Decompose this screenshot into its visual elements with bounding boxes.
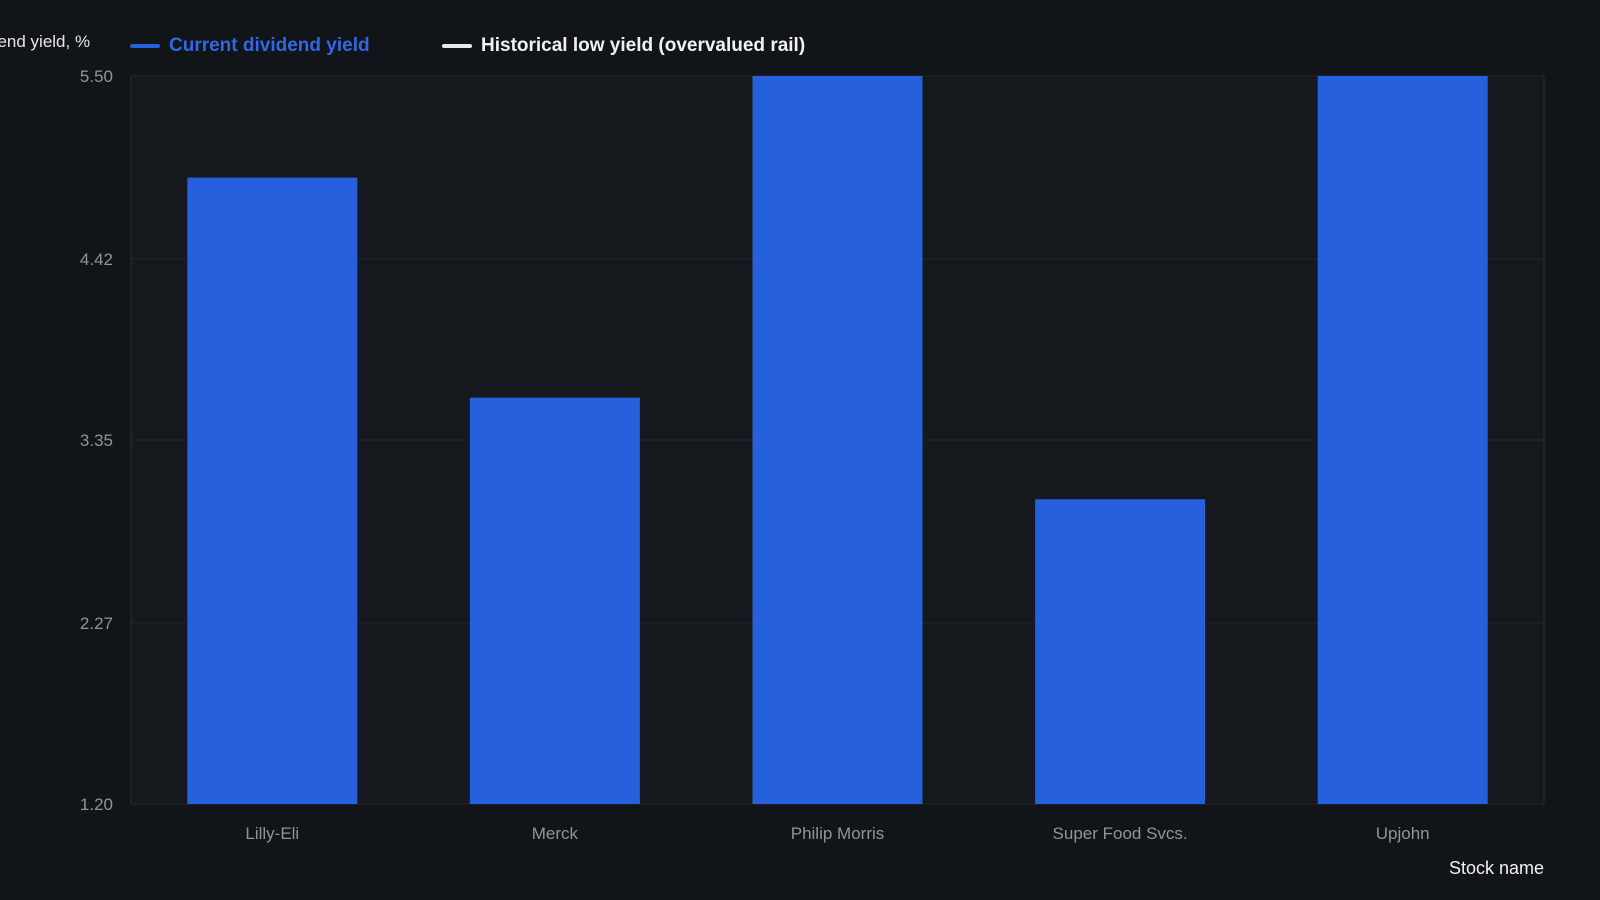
bar: [1035, 499, 1206, 804]
x-tick-label: Lilly-Eli: [245, 824, 299, 843]
legend-swatch-historical: [442, 44, 472, 48]
legend-swatch-current: [130, 44, 160, 48]
y-tick-label: 3.35: [80, 431, 113, 450]
y-tick-label: 4.42: [80, 250, 113, 269]
y-tick-label: 5.50: [80, 67, 113, 86]
x-tick-label: Super Food Svcs.: [1053, 824, 1188, 843]
x-tick-label: Philip Morris: [791, 824, 885, 843]
bar: [1317, 76, 1488, 804]
x-axis-title: Stock name: [1448, 858, 1544, 878]
bar: [752, 76, 923, 804]
bar: [469, 397, 640, 804]
y-tick-label: 2.27: [80, 614, 113, 633]
legend-label-historical: Historical low yield (overvalued rail): [481, 35, 806, 56]
legend-label-current: Current dividend yield: [169, 35, 370, 56]
legend-item-historical: Historical low yield (overvalued rail): [442, 35, 805, 57]
y-tick-label: 1.20: [80, 795, 113, 814]
x-tick-label: Upjohn: [1376, 824, 1430, 843]
legend-item-current: Current dividend yield: [130, 35, 370, 57]
y-axis-title: dend yield, %: [0, 32, 91, 51]
bar: [187, 177, 358, 804]
x-tick-label: Merck: [532, 824, 579, 843]
